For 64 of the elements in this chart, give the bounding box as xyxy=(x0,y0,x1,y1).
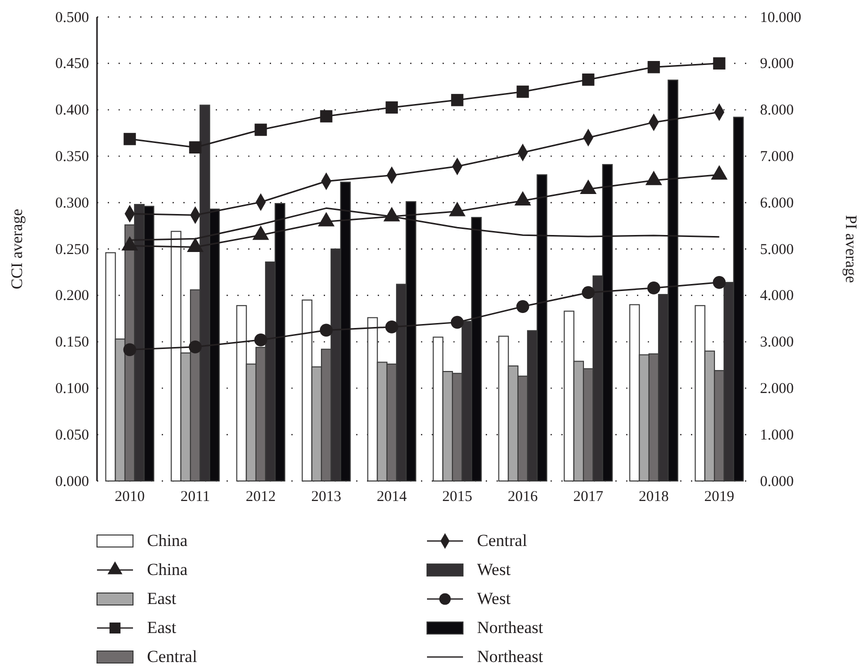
point xyxy=(713,57,726,70)
y-tick-label: 0.350 xyxy=(55,149,89,165)
x-tick-label: 2013 xyxy=(311,489,342,505)
x-tick-label: 2017 xyxy=(573,489,604,505)
y2-tick-label: 6.000 xyxy=(760,195,794,212)
legend-label: China xyxy=(147,560,188,579)
legend-label: Central xyxy=(477,531,528,550)
point xyxy=(582,286,595,300)
x-tick-label: 2014 xyxy=(376,489,408,505)
y2-tick-label: 5.000 xyxy=(760,242,794,258)
y2-tick-label: 8.000 xyxy=(760,102,794,119)
y-axis-title: CCI average xyxy=(9,208,26,290)
y2-tick-label: 9.000 xyxy=(760,56,794,72)
point xyxy=(254,124,267,136)
x-tick-label: 2015 xyxy=(442,489,472,505)
point xyxy=(124,132,136,146)
point xyxy=(516,86,529,98)
point xyxy=(189,141,202,154)
x-tick-label: 2012 xyxy=(246,489,276,505)
point xyxy=(254,334,268,346)
legend-label: East xyxy=(147,589,177,608)
x-tick-label: 2010 xyxy=(114,489,145,505)
legend-label: West xyxy=(477,589,511,608)
y2-axis-title: PI average xyxy=(842,215,859,283)
legend-label: China xyxy=(147,531,188,550)
point xyxy=(320,324,333,337)
point xyxy=(386,101,398,114)
legend-label: Central xyxy=(147,647,198,666)
y2-tick-label: 2.000 xyxy=(760,381,794,397)
point xyxy=(123,343,136,356)
y2-tick-label: 7.000 xyxy=(760,149,794,165)
y-tick-label: 0.100 xyxy=(55,381,89,397)
x-tick-label: 2016 xyxy=(508,489,538,505)
y-tick-label: 0.250 xyxy=(55,242,89,258)
y-tick-label: 0.050 xyxy=(55,427,89,444)
point xyxy=(451,94,464,106)
y2-tick-label: 1.000 xyxy=(760,427,794,444)
y2-tick-label: 10.000 xyxy=(760,10,802,26)
x-tick-label: 2018 xyxy=(638,489,669,505)
y2-tick-label: 0.000 xyxy=(760,474,794,490)
y-tick-label: 0.000 xyxy=(55,474,89,490)
legend-label: West xyxy=(477,560,511,579)
x-tick-label: 2019 xyxy=(704,489,734,505)
y-tick-label: 0.200 xyxy=(55,288,89,304)
y-tick-label: 0.500 xyxy=(55,10,89,26)
point xyxy=(385,320,398,334)
x-tick-label: 2011 xyxy=(180,489,210,505)
point xyxy=(516,300,530,313)
point xyxy=(647,282,660,294)
y2-tick-label: 3.000 xyxy=(760,334,794,351)
legend-label: East xyxy=(147,618,177,637)
y2-tick-label: 4.000 xyxy=(760,288,794,304)
legend-label: Northeast xyxy=(477,618,544,637)
point xyxy=(188,340,202,354)
point xyxy=(712,276,726,289)
y-tick-label: 0.400 xyxy=(55,102,89,119)
point xyxy=(320,110,332,122)
y-tick-label: 0.300 xyxy=(55,195,89,212)
legend-label: Northeast xyxy=(477,647,544,666)
y-tick-label: 0.450 xyxy=(55,56,89,72)
y-tick-label: 0.150 xyxy=(55,334,89,351)
point xyxy=(450,316,464,329)
point xyxy=(648,60,660,74)
point xyxy=(582,74,594,86)
